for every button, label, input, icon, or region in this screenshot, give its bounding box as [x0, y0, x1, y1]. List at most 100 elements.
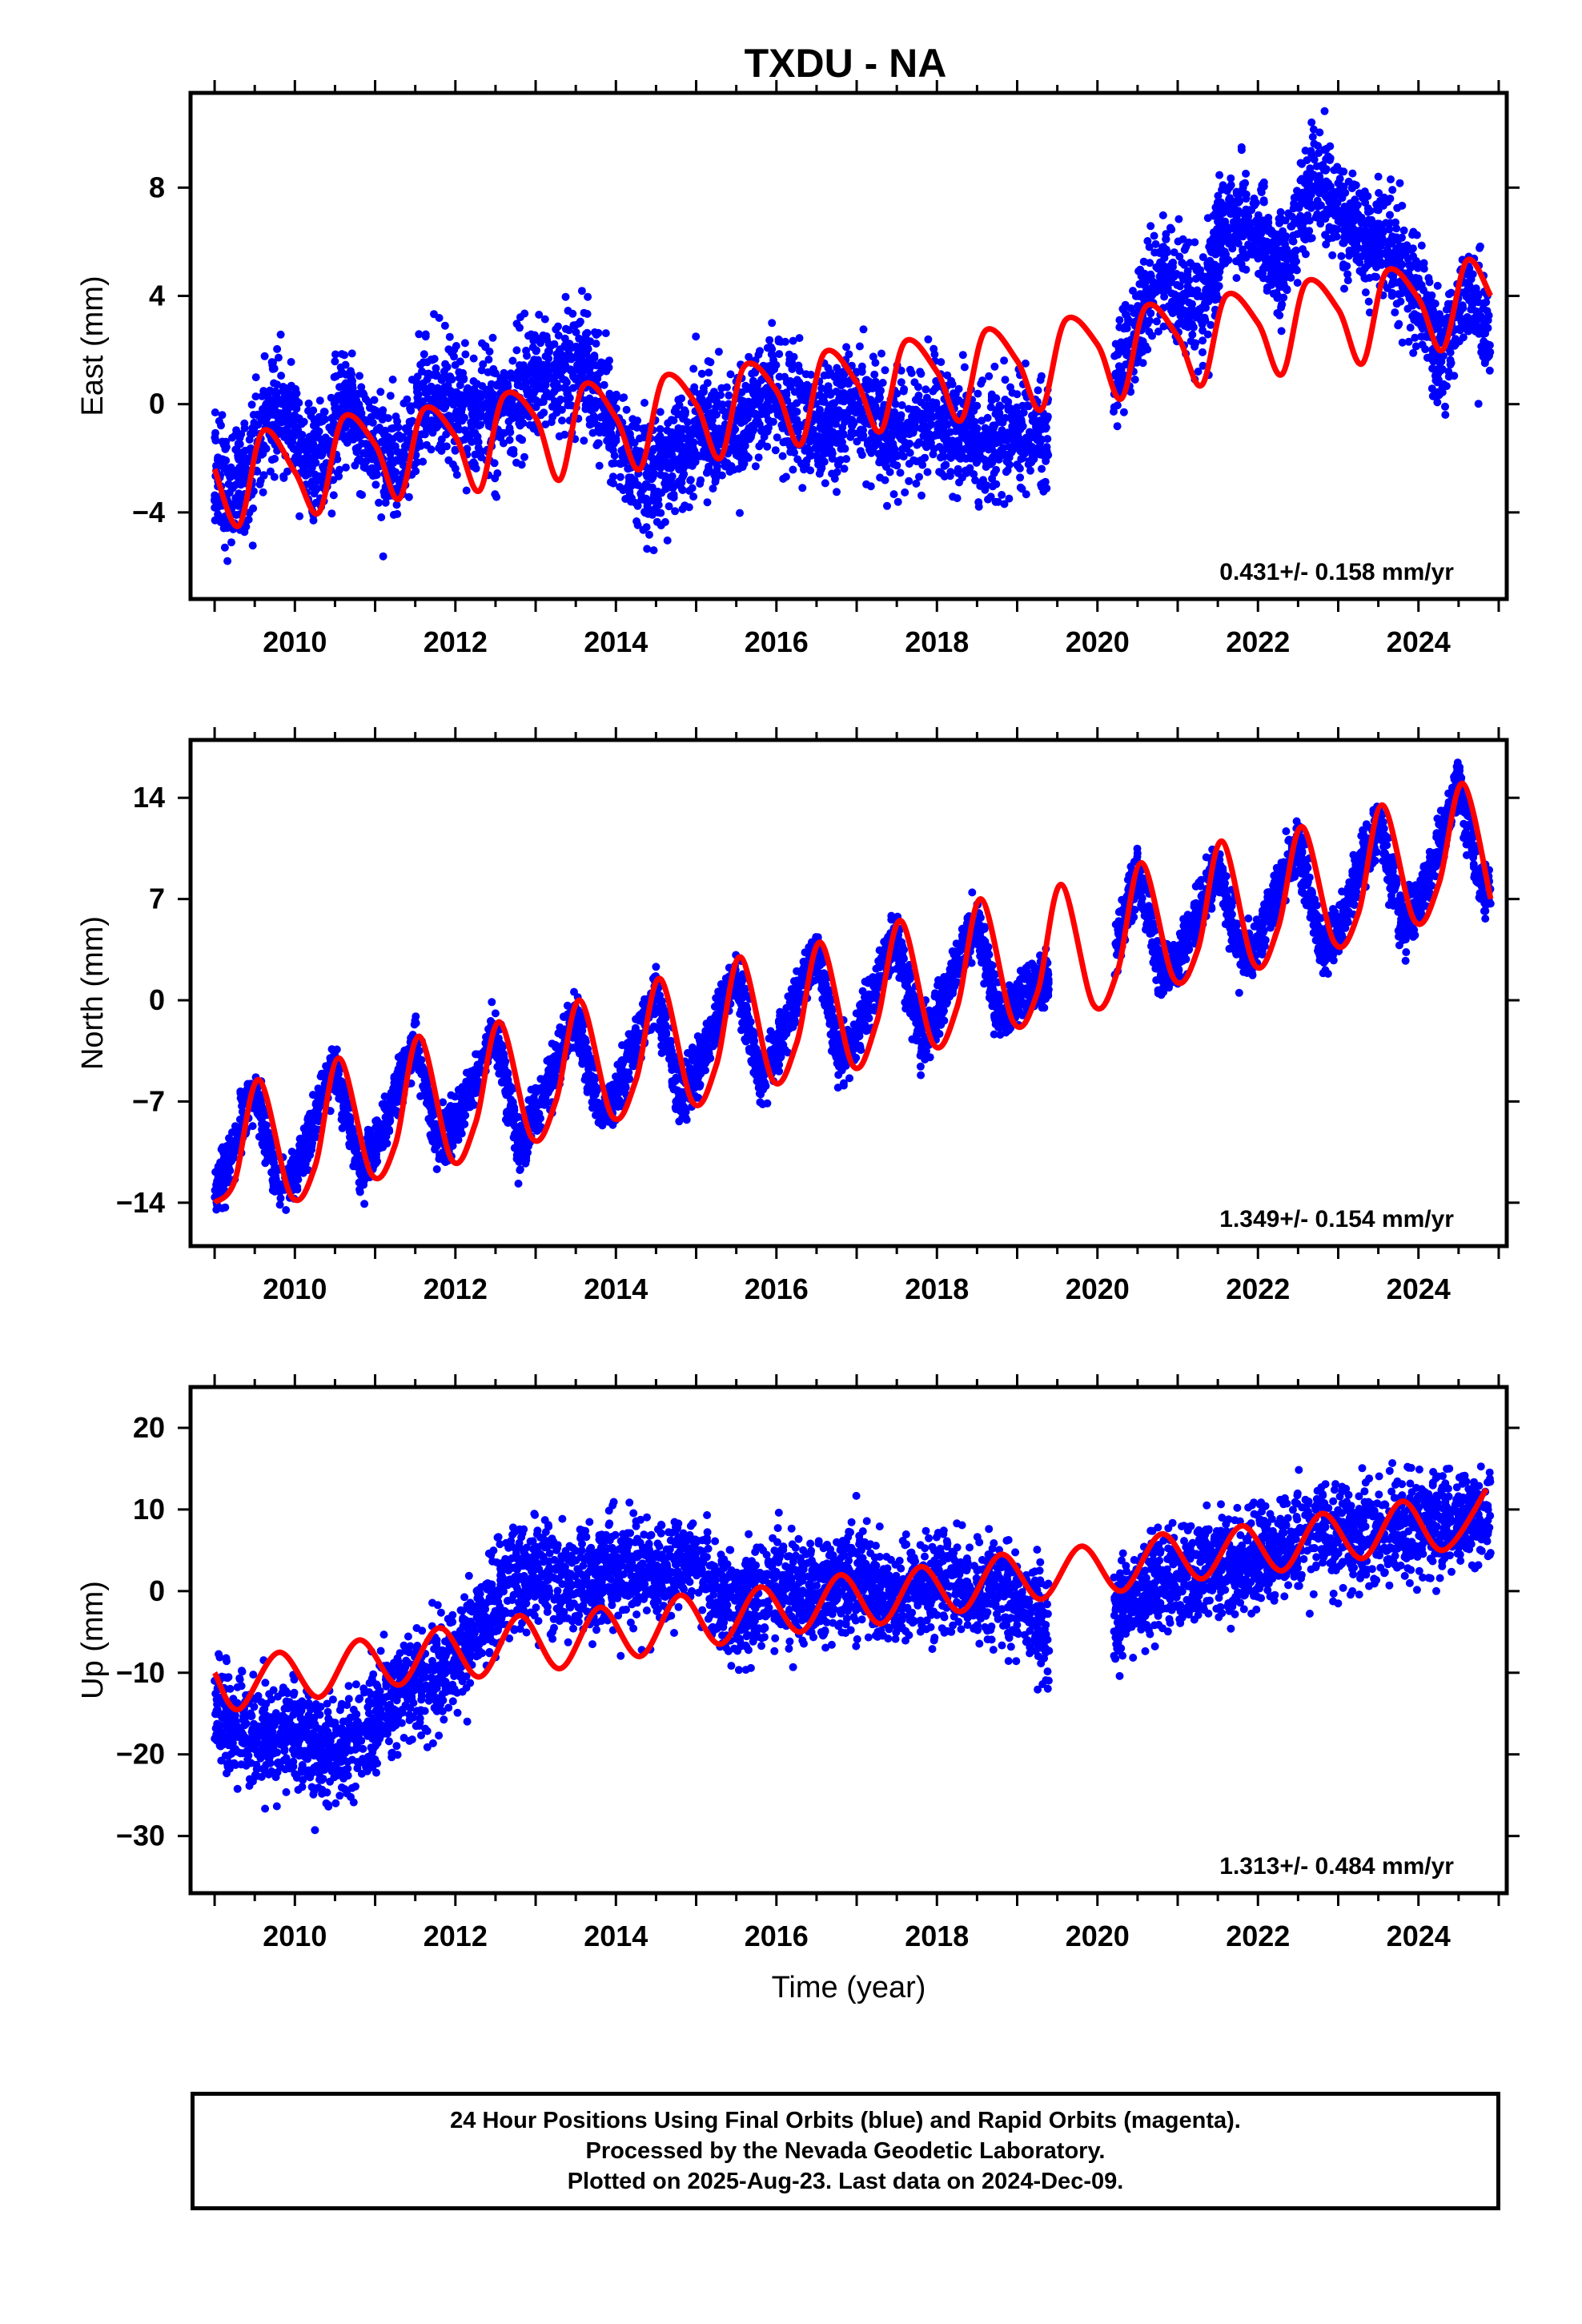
east-data-point	[1391, 308, 1399, 317]
east-data-point	[1242, 195, 1251, 203]
east-data-point	[271, 390, 280, 399]
east-data-point	[1342, 207, 1351, 216]
east-data-point	[1134, 267, 1143, 275]
east-data-point	[915, 472, 923, 481]
east-data-point	[607, 417, 615, 426]
east-data-point	[277, 426, 286, 435]
east-data-point	[1042, 484, 1051, 493]
east-data-point	[463, 444, 472, 453]
east-data-point	[752, 418, 760, 427]
east-data-point	[905, 460, 913, 468]
east-data-point	[540, 408, 548, 417]
east-data-point	[739, 397, 748, 405]
east-data-point	[833, 364, 841, 372]
east-data-point	[918, 409, 926, 418]
east-data-point	[1435, 310, 1443, 319]
east-data-point	[1249, 199, 1258, 207]
east-data-point	[1259, 198, 1268, 207]
east-data-point	[545, 372, 554, 381]
east-data-point	[609, 479, 617, 488]
east-data-point	[1008, 422, 1017, 431]
east-data-point	[318, 450, 327, 459]
east-data-point	[1167, 225, 1176, 234]
east-data-point	[343, 393, 352, 402]
east-data-point	[1320, 185, 1329, 194]
east-data-point	[1130, 376, 1139, 384]
east-data-point	[516, 324, 524, 332]
east-data-point	[620, 393, 628, 402]
east-data-point	[223, 524, 231, 533]
east-data-point	[1485, 366, 1494, 375]
east-data-point	[1427, 384, 1436, 393]
east-data-point	[1355, 244, 1363, 252]
east-data-point	[850, 408, 859, 416]
east-data-point	[1392, 224, 1401, 233]
east-data-point	[270, 472, 279, 481]
east-data-point	[347, 428, 356, 436]
east-data-point	[433, 384, 442, 392]
east-data-point	[464, 384, 472, 392]
east-data-point	[1201, 316, 1210, 324]
east-data-point	[318, 444, 327, 452]
east-data-point	[588, 428, 597, 437]
east-data-point	[869, 352, 877, 361]
east-data-point	[709, 485, 717, 493]
east-data-point	[978, 435, 987, 444]
east-data-point	[781, 337, 789, 346]
east-data-point	[507, 394, 516, 403]
east-data-point	[692, 332, 701, 341]
east-data-point	[291, 396, 299, 404]
east-data-point	[1199, 253, 1207, 262]
east-data-point	[683, 418, 692, 427]
east-data-point	[514, 405, 523, 414]
east-data-point	[833, 460, 842, 469]
east-data-point	[474, 389, 483, 398]
east-data-point	[970, 407, 978, 415]
east-data-point	[901, 488, 909, 497]
east-data-point	[718, 427, 727, 436]
east-data-point	[974, 389, 982, 398]
east-data-point	[222, 443, 231, 452]
east-data-point	[763, 442, 772, 451]
east-data-point	[684, 446, 693, 455]
east-data-point	[598, 365, 607, 374]
east-data-point	[735, 412, 744, 421]
east-data-point	[1168, 297, 1176, 306]
east-data-point	[474, 438, 483, 446]
east-data-point	[606, 430, 615, 439]
east-data-point	[554, 332, 563, 340]
east-data-point	[1417, 322, 1426, 331]
east-data-point	[946, 453, 955, 462]
east-data-point	[1372, 272, 1380, 281]
east-data-point	[1480, 359, 1489, 368]
east-data-point	[987, 390, 996, 399]
east-data-point	[1162, 230, 1170, 239]
east-data-point	[995, 412, 1004, 420]
east-data-point	[612, 390, 620, 399]
east-data-point	[1314, 142, 1323, 151]
east-data-point	[388, 435, 397, 444]
east-data-point	[1023, 401, 1032, 410]
east-data-point	[455, 368, 464, 376]
east-data-point	[681, 406, 689, 415]
east-data-point	[1013, 390, 1022, 399]
east-data-point	[774, 335, 783, 344]
east-data-point	[291, 453, 300, 461]
east-data-point	[432, 364, 440, 372]
east-data-point	[452, 470, 461, 479]
east-data-point	[696, 395, 705, 404]
east-data-point	[1464, 266, 1473, 275]
east-data-point	[572, 342, 580, 351]
east-data-point	[554, 384, 563, 392]
east-data-point	[624, 464, 632, 473]
east-data-point	[775, 350, 784, 359]
east-data-point	[989, 482, 997, 491]
east-data-point	[1424, 274, 1433, 283]
east-data-point	[1361, 288, 1370, 297]
east-data-point	[1111, 369, 1120, 378]
east-data-point	[967, 429, 976, 438]
east-data-point	[719, 406, 727, 415]
east-data-point	[227, 468, 236, 476]
east-data-point	[522, 386, 531, 395]
east-data-point	[829, 428, 837, 436]
